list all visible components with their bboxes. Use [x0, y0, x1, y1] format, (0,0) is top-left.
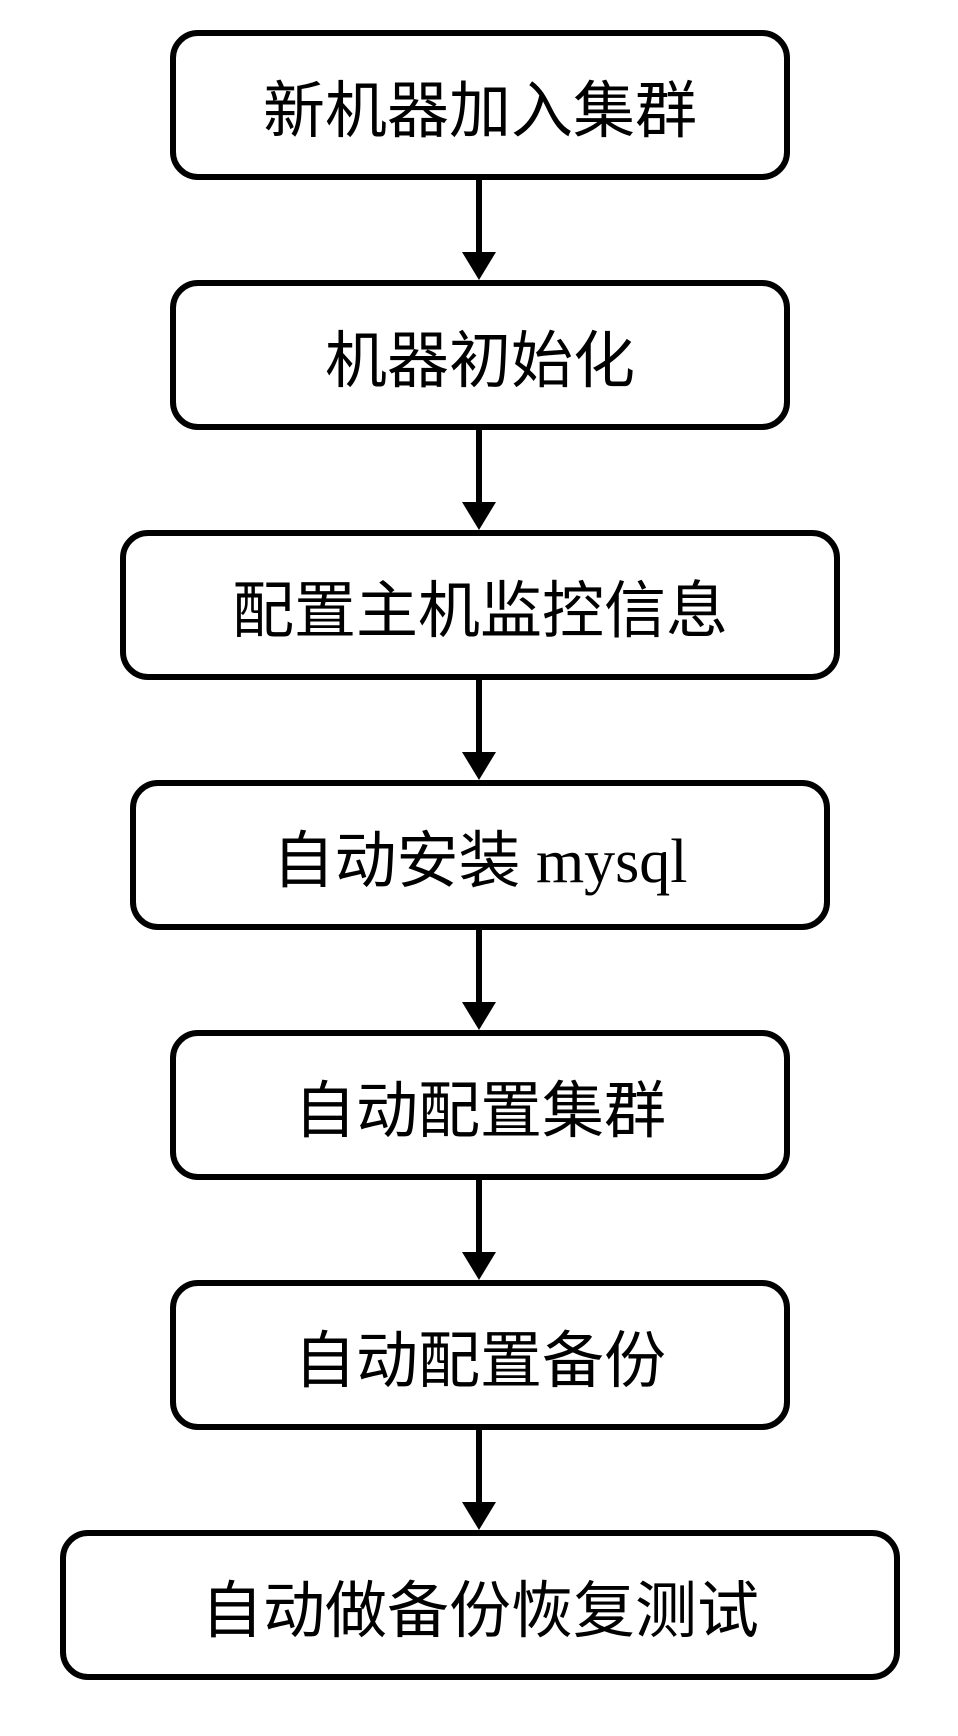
flow-node-label: 自动安装 mysql	[272, 810, 687, 900]
arrow-head-icon	[462, 752, 496, 783]
flow-edge-n3-n4	[476, 680, 482, 752]
flow-node-n3: 配置主机监控信息	[120, 530, 840, 680]
arrow-head-icon	[462, 1252, 496, 1283]
arrow-head-icon	[462, 1502, 496, 1533]
flow-node-label: 配置主机监控信息	[232, 560, 728, 650]
flow-node-n7: 自动做备份恢复测试	[60, 1530, 900, 1680]
flow-node-n5: 自动配置集群	[170, 1030, 790, 1180]
arrow-head-icon	[462, 502, 496, 533]
flowchart-canvas: 新机器加入集群机器初始化配置主机监控信息自动安装 mysql 自动配置集群自动配置…	[0, 0, 958, 1736]
flow-node-label: 新机器加入集群	[263, 60, 697, 150]
flow-node-label: 自动做备份恢复测试	[201, 1560, 759, 1650]
flow-node-n6: 自动配置备份	[170, 1280, 790, 1430]
flow-node-label: 自动配置备份	[294, 1310, 666, 1400]
flow-edge-n4-n5	[476, 930, 482, 1002]
flow-edge-n2-n3	[476, 430, 482, 502]
flow-node-n2: 机器初始化	[170, 280, 790, 430]
flow-edge-n6-n7	[476, 1430, 482, 1502]
flow-node-label: 机器初始化	[325, 310, 635, 400]
flow-node-label: 自动配置集群	[294, 1060, 666, 1150]
flow-edge-n5-n6	[476, 1180, 482, 1252]
arrow-head-icon	[462, 252, 496, 283]
flow-node-n1: 新机器加入集群	[170, 30, 790, 180]
flow-node-n4: 自动安装 mysql	[130, 780, 830, 930]
arrow-head-icon	[462, 1002, 496, 1033]
flow-edge-n1-n2	[476, 180, 482, 252]
